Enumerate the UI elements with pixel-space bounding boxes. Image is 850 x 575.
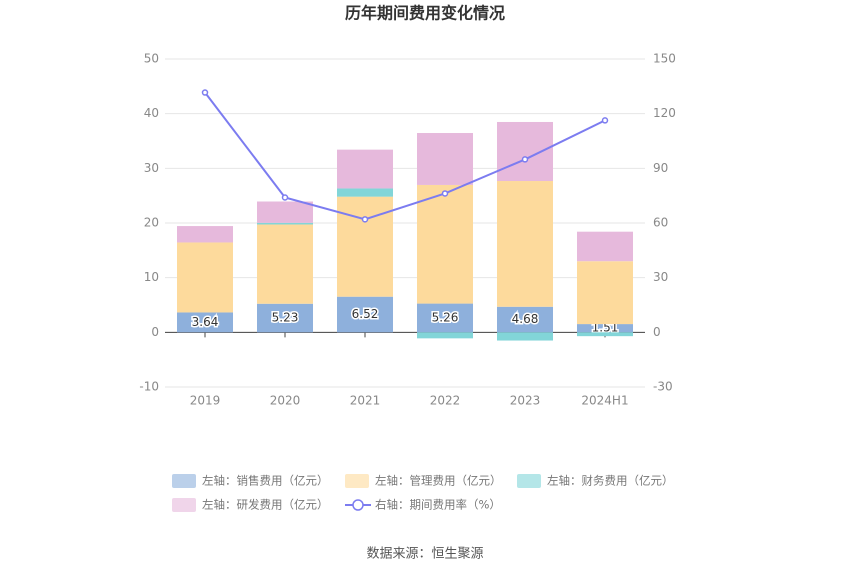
line-point — [521, 156, 529, 163]
bar — [417, 332, 473, 339]
x-tick-label: 2021 — [350, 394, 381, 408]
value-label: 6.52 — [352, 307, 379, 321]
y-tick-label: 30 — [144, 161, 159, 175]
line-point — [441, 190, 449, 197]
y-tick-label: 0 — [151, 325, 159, 339]
line — [204, 91, 606, 221]
bar — [497, 121, 553, 182]
line-point — [601, 117, 609, 124]
source: 数据来源：恒生聚源 — [366, 547, 483, 562]
bar — [337, 196, 393, 297]
x-tick-label: 2019 — [190, 394, 221, 408]
bar — [337, 149, 393, 189]
line-point — [201, 89, 209, 96]
bar — [417, 184, 473, 304]
x-tick-label: 2020 — [270, 394, 301, 408]
y-tick-label: -10 — [139, 380, 159, 394]
y-tick-label: 20 — [144, 216, 159, 230]
legend-label: 左轴：财务费用（亿元） — [547, 474, 674, 488]
y2-tick-label: 150 — [653, 52, 676, 66]
bar — [177, 242, 233, 313]
bar — [257, 303, 313, 333]
bar — [417, 303, 473, 333]
legend-label: 左轴：研发费用（亿元） — [202, 498, 329, 512]
y-tick-label: 10 — [144, 270, 159, 284]
y2-tick-label: -30 — [653, 380, 673, 394]
bar — [497, 181, 553, 307]
bar — [177, 226, 233, 243]
value-label: 5.23 — [272, 311, 299, 325]
legend-swatch — [172, 474, 196, 488]
chart-title: 历年期间费用变化情况 — [345, 4, 505, 23]
legend-swatch — [172, 498, 196, 512]
legend-label: 右轴：期间费用率（%） — [375, 498, 501, 512]
x-tick-label: 2024H1 — [581, 394, 628, 408]
y-tick-label: 50 — [144, 52, 159, 66]
line-point — [281, 194, 289, 201]
legend-swatch — [352, 499, 364, 511]
legend-swatch — [517, 474, 541, 488]
line-point — [361, 216, 369, 223]
bar — [337, 296, 393, 333]
y2-tick-label: 120 — [653, 106, 676, 120]
legend-label: 左轴：销售费用（亿元） — [202, 474, 329, 488]
bar — [257, 222, 313, 225]
bar — [577, 324, 633, 333]
bar — [497, 332, 553, 341]
bar — [497, 306, 553, 333]
bar — [417, 133, 473, 185]
y2-tick-label: 90 — [653, 161, 668, 175]
bar — [257, 224, 313, 304]
bar — [577, 231, 633, 262]
bar — [177, 312, 233, 333]
x-tick-label: 2023 — [510, 394, 541, 408]
bar — [577, 261, 633, 325]
y2-tick-label: 0 — [653, 325, 661, 339]
value-label: 5.26 — [432, 310, 459, 324]
y-tick-label: 40 — [144, 106, 159, 120]
y2-tick-label: 30 — [653, 270, 668, 284]
bar — [577, 332, 633, 337]
legend-swatch — [345, 474, 369, 488]
bar — [337, 188, 393, 197]
value-label: 3.64 — [192, 315, 219, 329]
legend-label: 左轴：管理费用（亿元） — [375, 474, 502, 488]
bar — [257, 201, 313, 223]
y2-tick-label: 60 — [653, 216, 668, 230]
x-tick-label: 2022 — [430, 394, 461, 408]
value-label: 4.68 — [512, 312, 539, 326]
